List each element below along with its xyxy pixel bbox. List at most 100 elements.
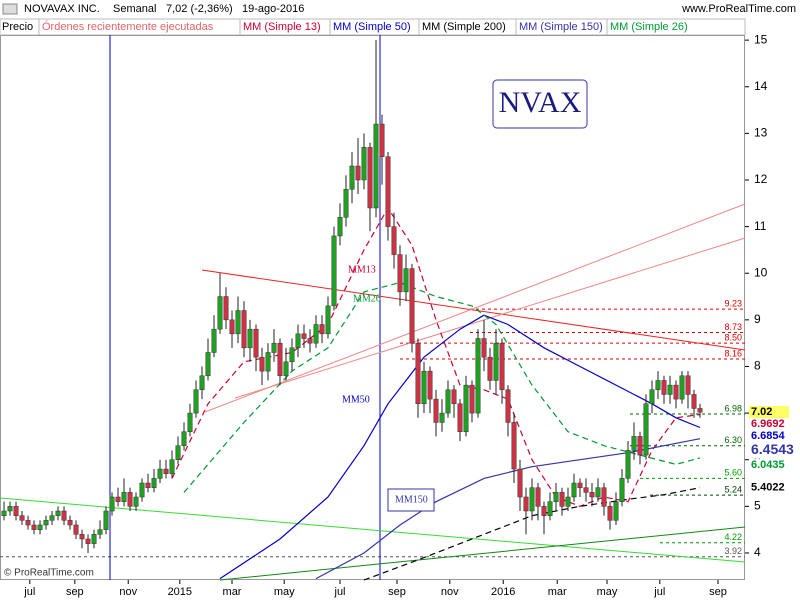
y-tick-label: 11 <box>754 219 767 233</box>
candle-body <box>691 394 697 409</box>
candle-body <box>67 520 73 526</box>
price-tag-label: 5.4022 <box>751 481 785 493</box>
header-period: Semanal <box>113 3 156 15</box>
y-tick-label: 14 <box>754 79 768 93</box>
ma-tag: MM50 <box>342 394 370 405</box>
plot-frame <box>0 35 745 580</box>
candle-body <box>205 352 211 377</box>
candle-body <box>463 384 469 432</box>
symbol-box <box>492 79 588 129</box>
candle-body <box>187 412 193 432</box>
candle-body <box>475 338 481 414</box>
candle-body <box>565 496 571 507</box>
candle-body <box>553 492 559 502</box>
price-tag-label: 6.6854 <box>751 430 786 442</box>
header-site: www.ProRealTime.com <box>681 3 796 15</box>
candle-body <box>589 492 595 498</box>
candle-body <box>253 328 259 358</box>
candle-body <box>313 324 319 344</box>
candle-body <box>529 487 535 512</box>
trend-line <box>0 497 746 563</box>
candle-body <box>97 529 103 535</box>
price-tag <box>749 430 789 443</box>
price-tag <box>749 459 789 472</box>
x-tick-label: 2015 <box>168 586 192 598</box>
candle-body <box>301 333 307 339</box>
candle-body <box>541 506 547 516</box>
candle-body <box>571 482 577 498</box>
candle-body <box>37 524 43 530</box>
copyright: © ProRealTime.com <box>4 568 94 579</box>
candle-body <box>487 356 493 381</box>
candle-body <box>433 398 439 423</box>
candle-body <box>415 342 421 405</box>
candle-body <box>241 310 247 349</box>
header-change: 7,02 (-2,36%) <box>166 3 233 15</box>
candle-body <box>625 450 631 479</box>
candle-body <box>655 380 661 391</box>
x-tick-label: mar <box>548 586 567 598</box>
candle-body <box>697 408 703 413</box>
candle-body <box>631 436 637 451</box>
level-label: 3.92 <box>724 546 742 556</box>
candle-body <box>685 375 691 395</box>
candle-body <box>43 520 49 526</box>
candle-body <box>355 165 361 181</box>
candle-body <box>61 510 67 521</box>
candle-body <box>595 487 601 498</box>
candle-body <box>535 487 541 507</box>
price-tag-label: 6.4543 <box>751 441 794 457</box>
legend-entry: MM (Simple 200) <box>422 21 506 33</box>
candle-body <box>511 422 517 470</box>
legend-entry: Órdenes recientemente ejecutadas <box>42 20 214 33</box>
candle-body <box>445 389 451 414</box>
candle-body <box>265 352 271 372</box>
candle-body <box>271 342 277 353</box>
level-label: 4.22 <box>724 532 742 542</box>
candle-body <box>385 156 391 227</box>
candle-body <box>283 361 289 377</box>
candle-body <box>439 412 445 423</box>
candle-body <box>19 515 25 521</box>
candle-body <box>409 268 415 344</box>
ma-tag: MM13 <box>348 264 376 275</box>
moving-average <box>183 281 701 493</box>
y-tick-label: 15 <box>754 32 768 46</box>
candle-body <box>607 506 613 521</box>
candle-body <box>103 510 109 530</box>
price-tag-label: 6.0435 <box>751 459 785 471</box>
trend-line <box>201 269 746 351</box>
candle-body <box>7 506 13 512</box>
text-layer: 456789101112131415julsepnov2015marmayjul… <box>2 19 800 598</box>
candle-body <box>331 235 337 307</box>
candle-body <box>157 468 163 479</box>
candle-body <box>457 403 463 432</box>
candle-body <box>517 468 523 498</box>
candle-body <box>1 510 7 516</box>
x-tick-label: sep <box>709 586 727 598</box>
candle-body <box>601 487 607 507</box>
legend-entry: MM (Simple 150) <box>519 21 603 33</box>
level-label: 5.24 <box>724 485 742 495</box>
candle-body <box>667 384 673 395</box>
candle-body <box>79 534 85 540</box>
y-tick-label: 12 <box>754 172 768 186</box>
candle-body <box>613 501 619 521</box>
header-icon <box>2 3 18 15</box>
moving-average <box>219 314 701 580</box>
price-tag <box>749 481 789 494</box>
candle-body <box>619 478 625 502</box>
candle-body <box>505 389 511 423</box>
candle-body <box>127 492 133 507</box>
candle-body <box>643 403 649 456</box>
y-tick-label: 6 <box>754 452 761 466</box>
x-tick-label: may <box>274 586 295 598</box>
candle-body <box>637 436 643 456</box>
candle-body <box>673 384 679 400</box>
level-label: 8.50 <box>724 333 742 343</box>
candle-body <box>229 319 235 335</box>
candle-body <box>403 268 409 293</box>
candle-body <box>139 482 145 498</box>
y-tick-label: 10 <box>754 265 768 279</box>
